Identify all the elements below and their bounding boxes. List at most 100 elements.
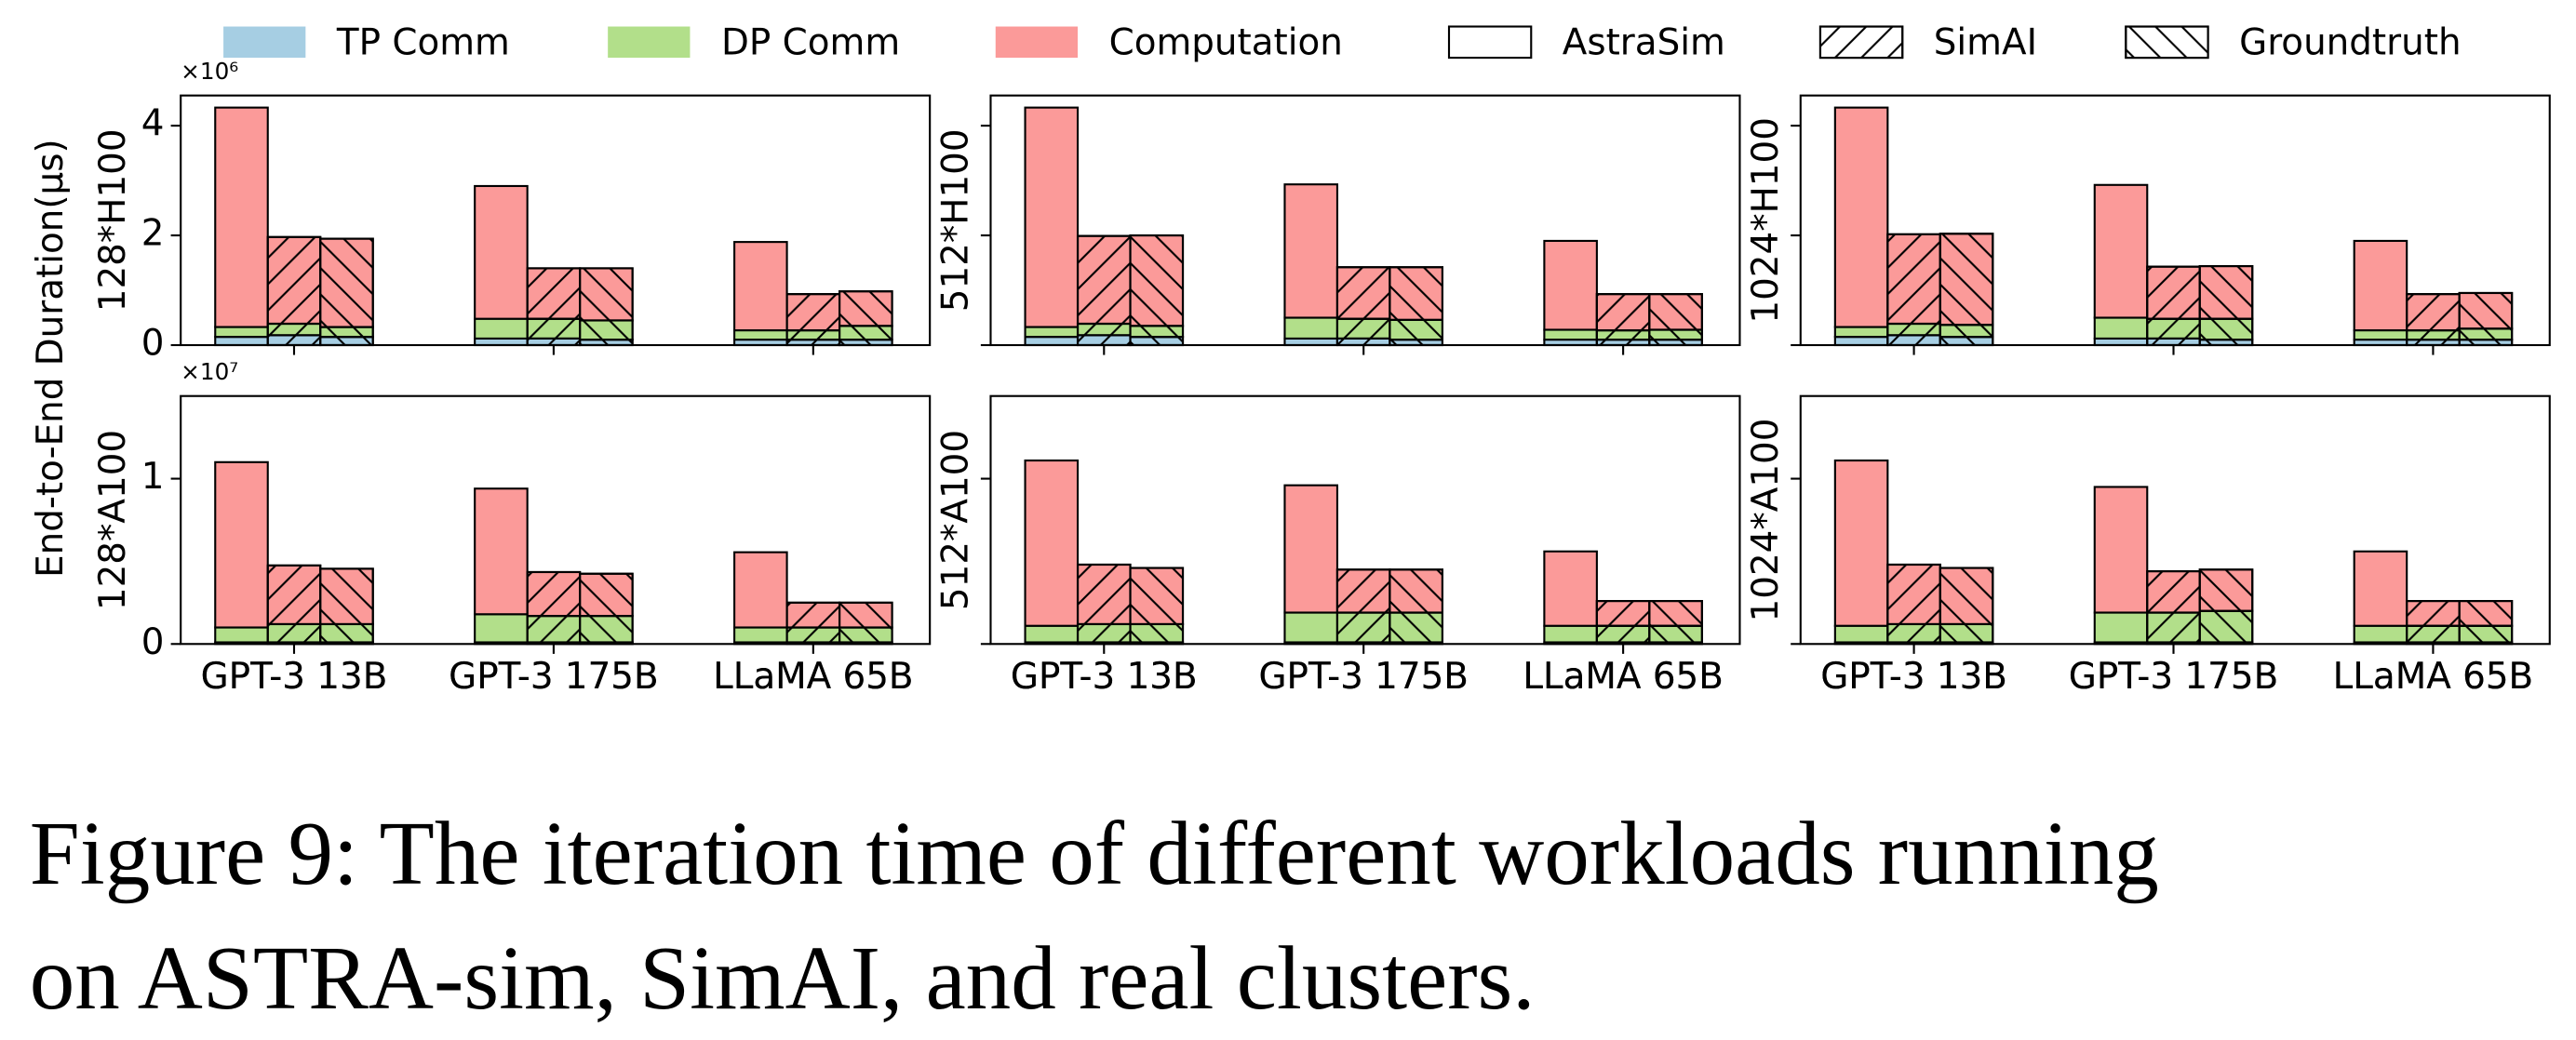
bar-hatch [1389, 568, 1443, 614]
bar-segment [1024, 459, 1080, 627]
panel: GPT-3 13B GPT-3 175B LLaMA 65B 0 2 4 ×10⁶ 128*H… [92, 58, 932, 698]
y-tick-label: 0 [141, 621, 165, 663]
bar-hatch [319, 622, 374, 644]
legend-swatch [223, 26, 306, 59]
panel-label: 128*H100 [92, 128, 134, 312]
bar-hatch [526, 615, 582, 644]
panel: GPT-3 13B GPT-3 175B LLaMA 65B 512*H100 [935, 94, 1741, 698]
bar-hatch [2146, 317, 2201, 340]
bar-segment [1024, 336, 1080, 347]
bar-hatch [579, 319, 634, 341]
bar-hatch [1939, 567, 1994, 626]
bar-hatch [526, 570, 582, 618]
bar-hatch [785, 293, 841, 332]
bar-segment [214, 336, 269, 347]
bar-segment [1024, 106, 1080, 328]
bar-hatch [1886, 322, 1941, 337]
bar-hatch [526, 337, 582, 347]
bar-hatch [1648, 600, 1703, 627]
x-tick-label: GPT-3 13B [1820, 656, 2007, 698]
bar-hatch [1389, 318, 1443, 341]
x-tick-label: LLaMA 65B [713, 656, 914, 698]
bar-segment [733, 241, 788, 332]
bar-hatch [1886, 233, 1941, 326]
bar-hatch [1076, 334, 1132, 347]
x-tick-label: LLaMA 65B [1523, 656, 1724, 698]
x-tick-label: GPT-3 13B [1011, 656, 1198, 698]
panel-label: 512*A100 [935, 430, 977, 610]
panel: GPT-3 13B GPT-3 175B LLaMA 65B 512*A100 [935, 394, 1741, 698]
bar-hatch [1389, 611, 1443, 644]
bar-hatch [1076, 234, 1132, 326]
bar-segment [1833, 106, 1889, 328]
bar-hatch [1648, 328, 1703, 341]
legend-hatch [2125, 25, 2209, 60]
bar-hatch [839, 601, 893, 629]
bar-hatch [526, 267, 582, 320]
bar-hatch [579, 615, 634, 644]
bar-hatch [1129, 233, 1185, 327]
bar-hatch [1335, 568, 1391, 614]
bar-segment [1833, 336, 1889, 347]
x-tick-label: GPT-3 175B [1258, 656, 1468, 698]
y-tick-label: 2 [141, 213, 165, 255]
x-tick-label: LLaMA 65B [1523, 656, 1724, 698]
bar-hatch [785, 626, 841, 644]
bar-hatch [839, 325, 893, 341]
bar-segment [733, 626, 788, 644]
legend-swatch [1447, 25, 1533, 60]
bar-hatch [319, 567, 374, 626]
bar-hatch [2146, 611, 2201, 644]
x-tick-label: GPT-3 175B [1258, 656, 1468, 698]
bar-segment [1833, 326, 1889, 339]
bar-hatch [2198, 609, 2254, 644]
legend-label: SimAI [1934, 21, 2037, 63]
bar-hatch [1939, 233, 1994, 327]
bar-segment [2353, 329, 2408, 341]
panel-label: 1024*H100 [1745, 117, 1787, 324]
bar-segment [1024, 624, 1080, 644]
x-tick-label: LLaMA 65B [2333, 656, 2534, 698]
bar-hatch [1335, 337, 1391, 347]
bar-hatch [579, 267, 634, 322]
x-tick-label: LLaMA 65B [713, 656, 914, 698]
bar-hatch [1939, 324, 1994, 339]
bar-hatch [1076, 622, 1132, 644]
bar-hatch [1595, 600, 1651, 627]
bar-segment [1543, 624, 1598, 644]
x-tick-label: GPT-3 13B [201, 656, 388, 698]
bar-hatch [1335, 317, 1391, 340]
bar-segment [1833, 459, 1889, 627]
bar-segment [474, 337, 529, 347]
x-tick-label: GPT-3 13B [1011, 656, 1198, 698]
bar-segment [2353, 624, 2408, 644]
bar-hatch [1335, 611, 1391, 644]
bar-segment [1543, 550, 1598, 627]
legend-label: Computation [1109, 21, 1343, 63]
axes-frame [1799, 394, 2551, 646]
x-tick-label: GPT-3 175B [449, 656, 658, 698]
offset-label: ×10⁷ [181, 358, 238, 385]
bar-segment [2093, 337, 2149, 347]
bar-hatch [2406, 293, 2461, 332]
bar-hatch [1389, 266, 1443, 321]
bar-hatch [839, 626, 893, 644]
bar-segment [1283, 183, 1339, 319]
bar-hatch [1886, 563, 1941, 626]
offset-label: ×10⁶ [181, 58, 238, 85]
bar-segment [1024, 326, 1080, 339]
bar-hatch [2406, 600, 2461, 627]
bar-hatch [579, 572, 634, 618]
x-tick-label: LLaMA 65B [2333, 656, 2534, 698]
legend-label: Groundtruth [2239, 21, 2461, 63]
bar-segment [2093, 316, 2149, 340]
bar-segment [2353, 550, 2408, 627]
bar-hatch [2458, 600, 2514, 627]
bar-hatch [1076, 322, 1132, 337]
bar-segment [733, 551, 788, 629]
bar-hatch [1335, 266, 1391, 320]
y-axis-label: End-to-End Duration(μs) [30, 139, 72, 578]
bar-hatch [2458, 327, 2514, 341]
bar-hatch [266, 564, 322, 626]
